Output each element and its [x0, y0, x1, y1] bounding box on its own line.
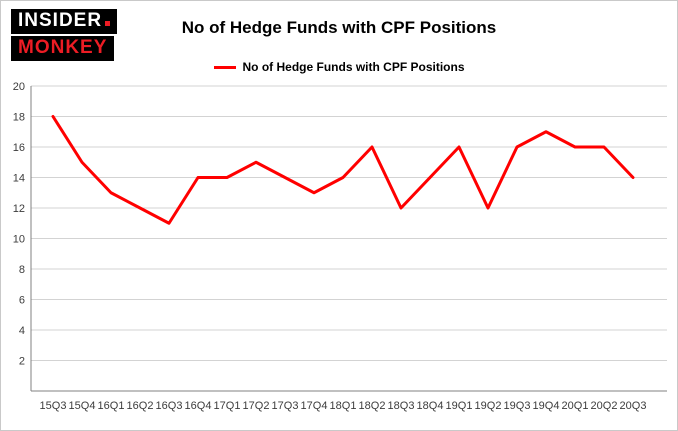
x-axis-tick-label: 19Q4	[533, 400, 560, 412]
y-axis-tick-label: 4	[19, 325, 25, 337]
x-axis-tick-label: 17Q4	[301, 400, 328, 412]
y-axis-tick-label: 10	[13, 234, 25, 246]
logo-line-monkey: MONKEY	[11, 36, 115, 61]
line-chart: 2 4 6 8 10 12 14 16 18 20 15Q3 15Q4 16Q1 16Q2 16Q3 16Q4…	[13, 81, 667, 412]
legend-label: No of Hedge Funds with CPF Positions	[242, 60, 465, 74]
x-axis-tick-label: 20Q1	[562, 400, 589, 412]
x-axis-tick-label: 16Q3	[156, 400, 183, 412]
logo-monkey-text: MONKEY	[18, 37, 108, 58]
x-axis-tick-label: 19Q2	[475, 400, 502, 412]
x-axis-tick-label: 18Q4	[417, 400, 444, 412]
x-axis-tick-label: 20Q3	[620, 400, 647, 412]
x-axis-tick-label: 17Q3	[272, 400, 299, 412]
x-axis-tick-label: 18Q1	[330, 400, 357, 412]
x-axis-tick-label: 15Q3	[40, 400, 67, 412]
y-axis-tick-label: 6	[19, 295, 25, 307]
x-axis-tick-label: 15Q4	[69, 400, 96, 412]
y-axis-tick-label: 16	[13, 142, 25, 154]
x-axis-tick-label: 19Q3	[504, 400, 531, 412]
x-axis-tick-label: 18Q3	[388, 400, 415, 412]
logo-line-insider: INSIDER	[11, 9, 118, 34]
y-axis-tick-label: 2	[19, 356, 25, 368]
chart-legend: No of Hedge Funds with CPF Positions	[1, 60, 677, 74]
x-axis-tick-label: 20Q2	[591, 400, 618, 412]
logo-insider-text: INSIDER	[18, 10, 103, 31]
x-axis-tick-label: 17Q2	[243, 400, 270, 412]
y-axis-tick-label: 18	[13, 112, 25, 124]
chart-title: No of Hedge Funds with CPF Positions	[181, 18, 497, 37]
x-axis-tick-label: 19Q1	[446, 400, 473, 412]
x-axis-tick-label: 16Q2	[127, 400, 154, 412]
legend-line-swatch	[213, 65, 236, 69]
y-axis-tick-label: 8	[19, 264, 25, 276]
series-line	[51, 115, 635, 225]
x-axis-tick-label: 17Q1	[214, 400, 241, 412]
x-axis-tick-label: 16Q4	[185, 400, 212, 412]
y-axis-tick-label: 12	[13, 203, 25, 215]
insider-monkey-logo: INSIDER MONKEY	[11, 9, 118, 61]
x-axis-tick-label: 18Q2	[359, 400, 386, 412]
y-axis-tick-label: 14	[13, 173, 25, 185]
logo-dot-icon	[105, 21, 111, 26]
x-axis-tick-label: 16Q1	[98, 400, 125, 412]
y-axis-tick-label: 20	[13, 81, 25, 93]
